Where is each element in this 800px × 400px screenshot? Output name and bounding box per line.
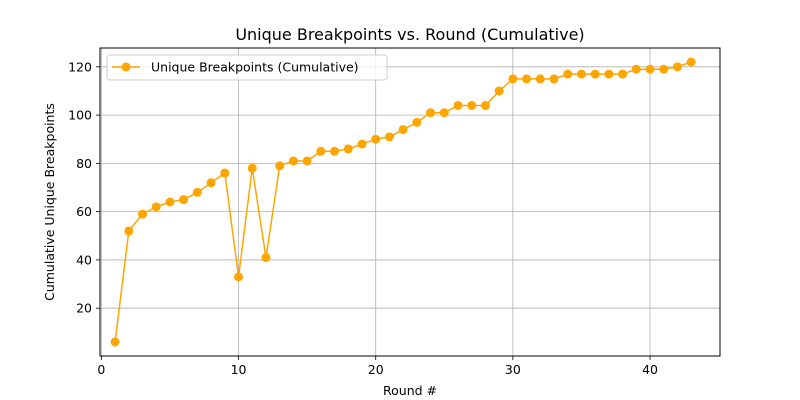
y-tick-label: 80 — [76, 156, 92, 171]
data-point — [659, 64, 669, 74]
x-axis-label: Round # — [383, 383, 437, 398]
data-point — [275, 161, 285, 171]
data-point — [371, 134, 381, 144]
data-point — [453, 100, 463, 110]
data-point — [645, 64, 655, 74]
legend-box — [106, 54, 388, 81]
data-point — [220, 168, 230, 178]
data-point — [522, 74, 532, 84]
data-point — [426, 108, 436, 118]
data-point — [398, 125, 408, 135]
y-tick-label: 40 — [76, 252, 92, 267]
data-point — [631, 64, 641, 74]
data-point — [179, 195, 189, 205]
data-point — [412, 117, 422, 127]
x-tick-label: 20 — [368, 362, 384, 377]
legend: Unique Breakpoints (Cumulative) — [106, 54, 388, 81]
data-point — [590, 69, 600, 79]
data-point — [302, 156, 312, 166]
y-axis-ticks: 20 40 60 80 100 120 — [68, 59, 100, 316]
grid-lines — [100, 48, 720, 356]
data-point — [563, 69, 573, 79]
x-tick-label: 10 — [231, 362, 247, 377]
data-point — [480, 100, 490, 110]
data-point — [192, 187, 202, 197]
data-point — [316, 146, 326, 156]
data-point — [672, 62, 682, 72]
data-point — [576, 69, 586, 79]
data-point — [384, 132, 394, 142]
y-tick-label: 20 — [76, 301, 92, 316]
data-point — [604, 69, 614, 79]
data-series — [110, 57, 696, 347]
data-point — [439, 108, 449, 118]
data-point — [686, 57, 696, 67]
x-tick-label: 30 — [505, 362, 521, 377]
data-point — [261, 253, 271, 263]
plot-frame — [99, 47, 721, 357]
data-point — [357, 139, 367, 149]
x-axis-ticks: 0 10 20 30 40 — [97, 356, 658, 377]
data-point — [467, 100, 477, 110]
data-point — [206, 178, 216, 188]
data-point — [124, 226, 134, 236]
data-point — [151, 202, 161, 212]
legend-label: Unique Breakpoints (Cumulative) — [151, 60, 359, 75]
data-point — [535, 74, 545, 84]
data-point — [494, 86, 504, 96]
data-point — [508, 74, 518, 84]
chart-title: Unique Breakpoints vs. Round (Cumulative… — [235, 25, 584, 44]
y-tick-label: 120 — [68, 59, 92, 74]
data-point — [234, 272, 244, 282]
x-tick-label: 0 — [97, 362, 105, 377]
y-tick-label: 100 — [68, 108, 92, 123]
data-point — [247, 163, 257, 173]
data-point — [549, 74, 559, 84]
data-point — [110, 337, 120, 347]
data-point — [138, 209, 148, 219]
series-line — [114, 61, 692, 343]
data-point — [165, 197, 175, 207]
data-point — [330, 146, 340, 156]
data-point — [343, 144, 353, 154]
legend-marker — [121, 62, 131, 72]
data-point — [288, 156, 298, 166]
data-point — [618, 69, 628, 79]
y-axis-label: Cumulative Unique Breakpoints — [42, 103, 57, 301]
x-tick-label: 40 — [642, 362, 658, 377]
y-tick-label: 60 — [76, 204, 92, 219]
